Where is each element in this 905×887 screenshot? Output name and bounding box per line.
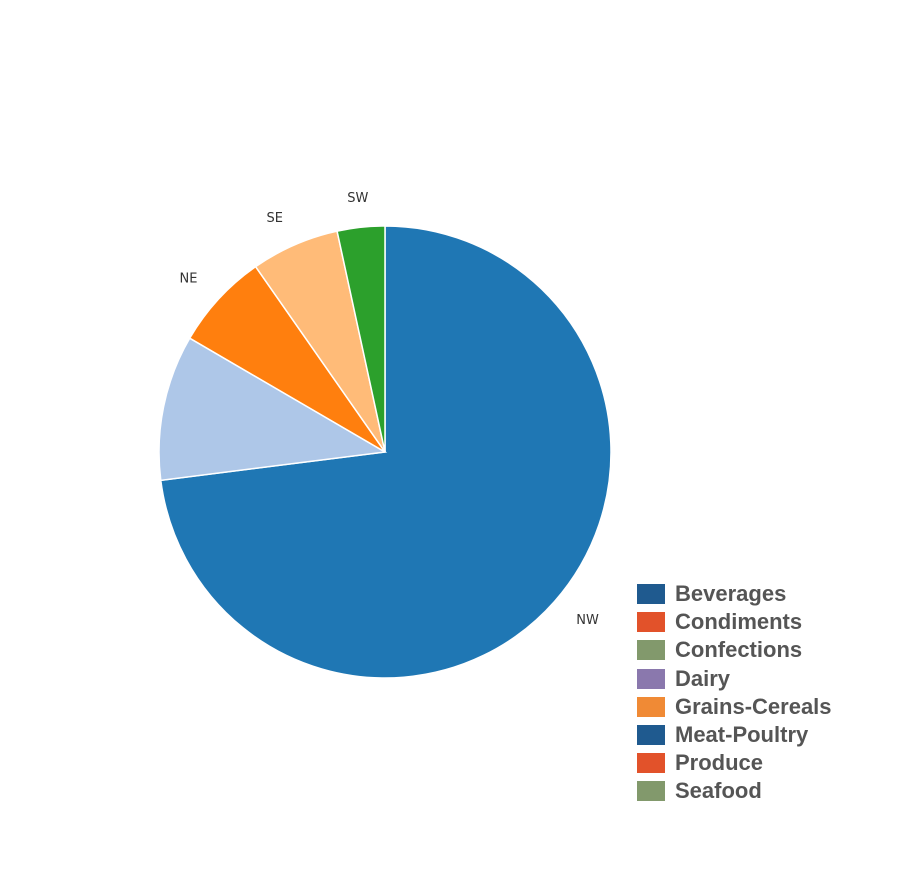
legend: Beverages Condiments Confections Dairy Grain… bbox=[637, 580, 897, 806]
legend-label: Confections bbox=[675, 637, 803, 663]
pie-slice-unlabeled-1 bbox=[158, 337, 388, 482]
legend-swatch bbox=[637, 696, 665, 717]
legend-label: Produce bbox=[675, 750, 764, 776]
pie-slices bbox=[158, 225, 612, 679]
slice-label-ne: NE bbox=[180, 272, 198, 287]
legend-swatch bbox=[637, 668, 665, 689]
legend-item-beverages: Beverages bbox=[637, 580, 897, 608]
legend-item-meat-poultry: Meat-Poultry bbox=[637, 721, 897, 749]
legend-item-dairy: Dairy bbox=[637, 665, 897, 693]
legend-label: Meat-Poultry bbox=[675, 722, 809, 748]
pie-slice-labels: NW NE SE SW bbox=[180, 191, 599, 628]
legend-item-confections: Confections bbox=[637, 636, 897, 664]
legend-label: Dairy bbox=[675, 665, 731, 691]
legend-label: Grains-Cereals bbox=[675, 693, 832, 719]
legend-swatch bbox=[637, 725, 665, 746]
legend-swatch bbox=[637, 584, 665, 605]
legend-item-produce: Produce bbox=[637, 749, 897, 777]
legend-swatch bbox=[637, 612, 665, 633]
legend-label: Seafood bbox=[675, 778, 762, 804]
slice-label-sw: SW bbox=[347, 191, 368, 206]
legend-swatch bbox=[637, 781, 665, 802]
legend-item-grains-cereals: Grains-Cereals bbox=[637, 693, 897, 721]
pie-slice-sw bbox=[336, 225, 386, 453]
legend-swatch bbox=[637, 640, 665, 661]
legend-swatch bbox=[637, 753, 665, 774]
slice-label-se: SE bbox=[267, 211, 283, 226]
legend-item-condiments: Condiments bbox=[637, 608, 897, 636]
legend-label: Condiments bbox=[675, 609, 803, 635]
legend-item-seafood: Seafood bbox=[637, 777, 897, 805]
slice-label-nw: NW bbox=[576, 613, 599, 628]
legend-label: Beverages bbox=[675, 581, 787, 607]
